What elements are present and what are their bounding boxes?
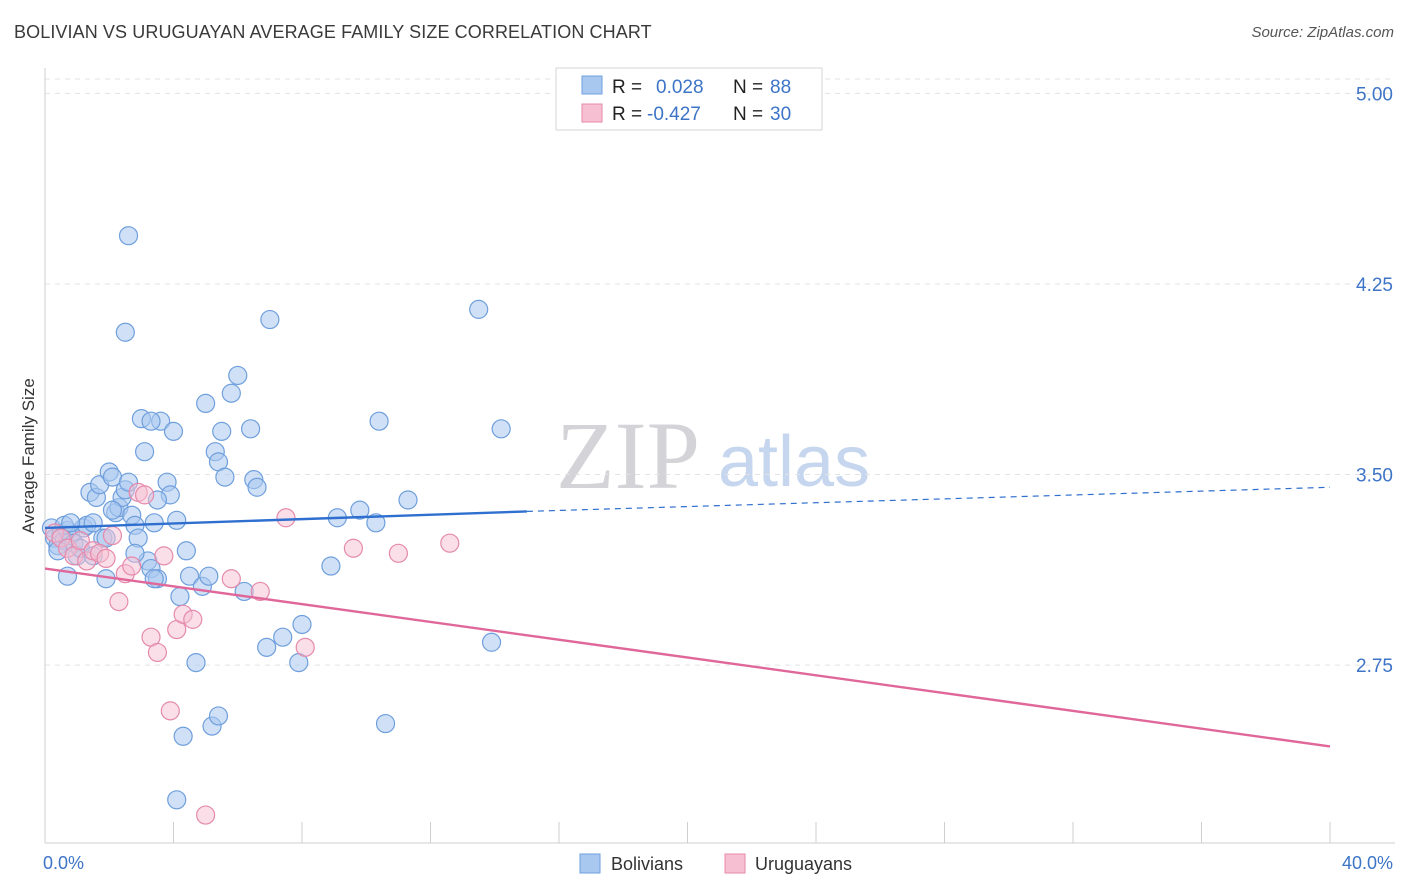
uruguayans-point bbox=[196, 805, 216, 825]
bolivians-point bbox=[134, 442, 155, 462]
uruguayans-point bbox=[147, 642, 168, 663]
bolivians-point bbox=[350, 500, 370, 520]
uruguayans-point bbox=[221, 569, 241, 589]
bottom-legend-label-uruguayans: Uruguayans bbox=[755, 854, 852, 874]
bolivians-point bbox=[273, 627, 293, 647]
bottom-legend-swatch-bolivians bbox=[579, 853, 601, 874]
bolivians-point bbox=[228, 365, 248, 386]
watermark-atlas: atlas bbox=[718, 422, 870, 502]
uruguayans-point bbox=[70, 531, 90, 551]
legend-r-label-2: R = bbox=[612, 104, 642, 125]
bolivians-point bbox=[491, 419, 511, 439]
y-tick-label: 3.50 bbox=[1356, 466, 1393, 487]
series-legend: Bolivians Uruguayans bbox=[579, 853, 852, 874]
bolivians-point bbox=[260, 309, 280, 330]
bolivians-point bbox=[469, 299, 489, 319]
uruguayans-point bbox=[134, 485, 155, 505]
uruguayans-point bbox=[250, 581, 270, 602]
uruguayans-points bbox=[45, 482, 460, 825]
legend-r-value-2: -0.427 bbox=[647, 104, 701, 125]
bolivians-point bbox=[292, 614, 312, 635]
uruguayans-point bbox=[276, 508, 296, 528]
bolivians-point bbox=[118, 226, 139, 246]
source-label: Source: ZipAtlas.com bbox=[1251, 24, 1394, 41]
trend-lines bbox=[44, 486, 1331, 748]
uruguayans-trend-line bbox=[44, 567, 1331, 748]
bolivians-point bbox=[167, 790, 187, 810]
bolivians-point bbox=[186, 652, 206, 673]
bottom-legend-swatch-uruguayans bbox=[724, 853, 746, 874]
correlation-legend: R = 0.028 N = 88 R = -0.427 N = 30 bbox=[555, 67, 823, 131]
bolivians-point bbox=[208, 706, 229, 726]
legend-r-value-1: 0.028 bbox=[656, 77, 704, 98]
bolivians-point bbox=[215, 467, 235, 487]
bottom-legend-label-bolivians: Bolivians bbox=[611, 854, 683, 874]
bolivians-points bbox=[41, 226, 511, 810]
bolivians-point bbox=[102, 500, 123, 520]
bolivians-point bbox=[196, 393, 216, 414]
legend-swatch-uruguayans bbox=[581, 103, 603, 123]
uruguayans-point bbox=[96, 548, 116, 569]
legend-swatch-bolivians bbox=[581, 75, 603, 95]
bolivians-point bbox=[241, 419, 261, 439]
legend-n-value-2: 30 bbox=[770, 104, 791, 125]
chart-title: BOLIVIAN VS URUGUAYAN AVERAGE FAMILY SIZ… bbox=[14, 22, 652, 42]
bolivians-point bbox=[366, 513, 386, 533]
bolivians-point bbox=[163, 421, 184, 441]
bolivians-point bbox=[247, 477, 267, 497]
bolivians-point bbox=[199, 566, 219, 586]
bolivians-point bbox=[257, 637, 277, 657]
bolivians-point bbox=[321, 556, 341, 576]
uruguayans-point bbox=[183, 609, 203, 629]
bolivians-point bbox=[212, 421, 232, 441]
bolivians-point bbox=[115, 322, 135, 342]
bolivians-point bbox=[170, 586, 190, 607]
y-tick-label: 2.75 bbox=[1356, 656, 1393, 677]
bolivians-point bbox=[221, 383, 241, 403]
bolivians-point bbox=[179, 566, 200, 586]
bolivians-point bbox=[375, 713, 396, 734]
uruguayans-point bbox=[160, 701, 180, 721]
bolivians-point bbox=[141, 411, 161, 431]
gridlines bbox=[45, 78, 1395, 666]
uruguayans-point bbox=[122, 556, 142, 576]
uruguayans-point bbox=[109, 592, 129, 612]
watermark-zip: ZIP bbox=[556, 402, 700, 509]
legend-n-value-1: 88 bbox=[770, 77, 791, 98]
y-tick-label: 5.00 bbox=[1356, 84, 1393, 105]
bolivians-point bbox=[398, 490, 418, 510]
legend-n-label-1: N = bbox=[733, 77, 763, 98]
bolivians-point bbox=[369, 411, 389, 431]
bolivians-point bbox=[481, 632, 502, 652]
x-tick-label-max: 40.0% bbox=[1342, 853, 1393, 873]
axes: 2.75 3.50 4.25 5.00 bbox=[44, 68, 1395, 844]
bolivians-trend-line bbox=[44, 510, 527, 530]
uruguayans-point bbox=[343, 538, 363, 558]
bolivians-point bbox=[176, 541, 196, 561]
uruguayans-point bbox=[154, 546, 174, 566]
uruguayans-point bbox=[295, 637, 315, 657]
y-axis-label: Average Family Size bbox=[19, 378, 38, 534]
uruguayans-point bbox=[388, 543, 408, 563]
legend-n-label-2: N = bbox=[733, 104, 763, 125]
legend-r-label-1: R = bbox=[612, 77, 642, 98]
bolivians-point bbox=[167, 510, 187, 530]
bolivians-point bbox=[173, 726, 193, 746]
uruguayans-point bbox=[102, 525, 123, 546]
uruguayans-point bbox=[440, 533, 460, 553]
bolivians-trend-extension bbox=[526, 486, 1331, 513]
x-tick-label-min: 0.0% bbox=[43, 853, 84, 873]
y-tick-label: 4.25 bbox=[1356, 275, 1393, 296]
